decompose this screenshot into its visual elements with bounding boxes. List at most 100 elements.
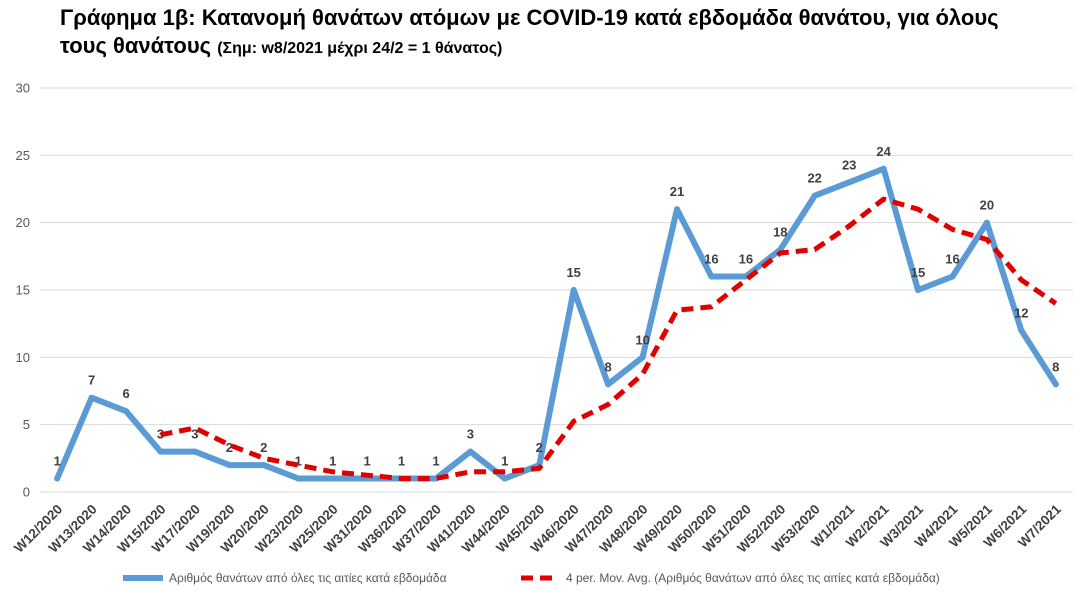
data-point-moving-average bbox=[433, 476, 439, 482]
data-point-deaths bbox=[639, 354, 646, 361]
chart-title: Γράφημα 1β: Κατανομή θανάτων ατόμων με C… bbox=[60, 4, 999, 63]
data-point-moving-average bbox=[743, 277, 749, 283]
y-tick-label: 30 bbox=[16, 81, 30, 96]
data-point-moving-average bbox=[812, 247, 818, 253]
data-point-deaths bbox=[260, 462, 267, 469]
data-point-moving-average bbox=[708, 304, 714, 310]
data-point-deaths bbox=[329, 475, 336, 482]
data-point-deaths bbox=[123, 408, 130, 415]
data-point-deaths bbox=[674, 206, 680, 213]
data-point-moving-average bbox=[192, 425, 198, 431]
data-point-deaths bbox=[501, 475, 508, 482]
data-label: 21 bbox=[670, 184, 684, 199]
y-tick-label: 15 bbox=[16, 283, 30, 298]
data-label: 1 bbox=[363, 454, 370, 469]
data-point-moving-average bbox=[571, 418, 577, 424]
data-point-moving-average bbox=[1053, 301, 1059, 307]
data-point-deaths bbox=[811, 192, 818, 199]
data-point-moving-average bbox=[984, 237, 990, 243]
data-point-moving-average bbox=[261, 455, 267, 461]
data-label: 16 bbox=[704, 252, 718, 267]
data-label: 2 bbox=[260, 440, 267, 455]
data-point-moving-average bbox=[640, 371, 646, 377]
data-point-moving-average bbox=[467, 469, 473, 475]
data-point-deaths bbox=[570, 287, 577, 293]
data-point-moving-average bbox=[777, 250, 783, 256]
data-label: 18 bbox=[773, 225, 787, 240]
data-point-deaths bbox=[880, 165, 887, 172]
y-tick-label: 5 bbox=[23, 417, 30, 432]
y-tick-label: 20 bbox=[16, 215, 30, 230]
series-line-moving-average bbox=[160, 196, 1058, 481]
data-label: 3 bbox=[467, 427, 474, 442]
data-point-deaths bbox=[605, 381, 612, 388]
data-point-moving-average bbox=[605, 402, 611, 408]
data-label: 20 bbox=[980, 198, 994, 213]
data-label: 2 bbox=[536, 440, 543, 455]
data-point-deaths bbox=[983, 219, 990, 226]
data-label: 1 bbox=[54, 454, 61, 469]
legend-item-moving-average: 4 per. Mov. Avg. (Αριθμός θανάτων από όλ… bbox=[521, 571, 940, 585]
data-point-moving-average bbox=[950, 226, 956, 232]
y-axis-tick-labels: 0 5 10 15 20 25 30 bbox=[16, 81, 30, 500]
data-point-deaths bbox=[467, 448, 474, 455]
data-label: 22 bbox=[807, 171, 821, 186]
title-line-1: Γράφημα 1β: Κατανομή θανάτων ατόμων με C… bbox=[60, 5, 999, 30]
y-tick-label: 10 bbox=[16, 350, 30, 365]
x-axis-tick-labels: W12/2020W13/2020W14/2020W15/2020W17/2020… bbox=[11, 501, 1064, 555]
data-point-moving-average bbox=[915, 206, 921, 212]
data-point-moving-average bbox=[674, 307, 680, 313]
data-label: 16 bbox=[945, 252, 959, 267]
data-point-deaths bbox=[295, 475, 302, 482]
series-moving-average bbox=[158, 196, 1059, 482]
data-point-moving-average bbox=[536, 465, 542, 471]
data-label: 10 bbox=[635, 332, 649, 347]
data-label: 7 bbox=[88, 373, 95, 388]
data-point-deaths bbox=[191, 448, 198, 455]
data-point-deaths bbox=[1052, 381, 1059, 388]
data-point-moving-average bbox=[846, 223, 852, 229]
title-line-2-row: τους θανάτους (Σημ: w8/2021 μέχρι 24/2 =… bbox=[60, 32, 999, 63]
data-label: 1 bbox=[398, 454, 405, 469]
data-label: 3 bbox=[191, 427, 198, 442]
data-point-moving-average bbox=[399, 476, 405, 482]
title-line-2: τους θανάτους bbox=[60, 33, 212, 58]
data-point-moving-average bbox=[502, 469, 508, 475]
y-tick-label: 25 bbox=[16, 148, 30, 163]
data-label: 8 bbox=[604, 359, 611, 374]
data-point-deaths bbox=[915, 287, 921, 293]
data-point-deaths bbox=[54, 475, 61, 482]
data-label: 8 bbox=[1052, 359, 1059, 374]
data-point-moving-average bbox=[1018, 277, 1024, 283]
data-label: 1 bbox=[329, 454, 336, 469]
data-label: 23 bbox=[842, 157, 856, 172]
y-tick-label: 0 bbox=[23, 485, 30, 500]
legend: Αριθμός θανάτων από όλες τις αιτίες κατά… bbox=[123, 571, 940, 585]
title-note: (Σημ: w8/2021 μέχρι 24/2 = 1 θάνατος) bbox=[217, 40, 503, 57]
data-point-deaths bbox=[88, 394, 95, 401]
data-point-deaths bbox=[949, 273, 956, 280]
legend-label-deaths: Αριθμός θανάτων από όλες τις αιτίες κατά… bbox=[169, 571, 447, 585]
data-point-deaths bbox=[1018, 327, 1025, 334]
data-point-moving-average bbox=[881, 196, 887, 202]
data-point-deaths bbox=[708, 273, 715, 280]
data-point-moving-average bbox=[330, 469, 336, 475]
series-line-deaths bbox=[54, 165, 1059, 482]
data-point-deaths bbox=[157, 448, 164, 455]
legend-item-deaths: Αριθμός θανάτων από όλες τις αιτίες κατά… bbox=[123, 571, 447, 585]
data-point-moving-average bbox=[226, 442, 232, 448]
data-point-deaths bbox=[226, 462, 233, 469]
data-label: 16 bbox=[739, 252, 753, 267]
legend-label-moving-average: 4 per. Mov. Avg. (Αριθμός θανάτων από όλ… bbox=[566, 571, 940, 585]
data-label: 24 bbox=[876, 144, 891, 159]
data-label: 2 bbox=[226, 440, 233, 455]
data-point-deaths bbox=[846, 179, 853, 186]
data-point-moving-average bbox=[364, 472, 370, 478]
data-label: 12 bbox=[1014, 305, 1028, 320]
data-label: 1 bbox=[295, 454, 302, 469]
data-label: 15 bbox=[911, 265, 925, 280]
data-label: 1 bbox=[432, 454, 439, 469]
data-point-moving-average bbox=[158, 432, 164, 438]
